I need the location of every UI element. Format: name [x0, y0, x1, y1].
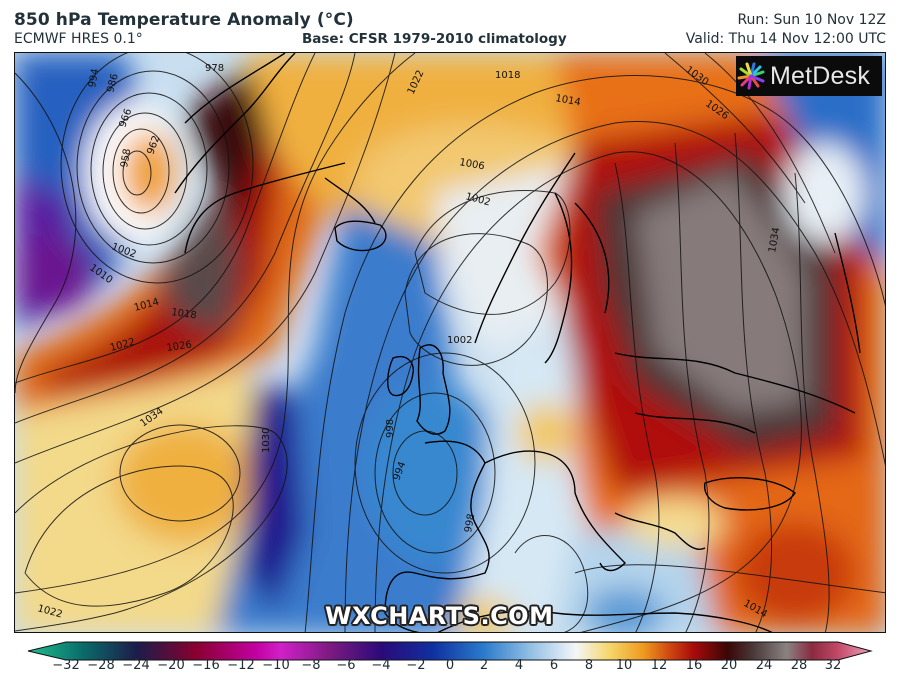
colorbar-tick: −20 — [157, 658, 185, 673]
colorbar-tick: −28 — [87, 658, 115, 673]
isobar-label: 1026 — [166, 340, 193, 354]
colorbar-ticks: −32 −28 −24 −20 −16 −12 −10 −8 −6 −4 −2 … — [0, 658, 900, 682]
isobar-label: 1018 — [495, 70, 520, 81]
colorbar-tick: −32 — [52, 658, 80, 673]
temperature-anomaly-map[interactable]: 978 986 994 966 962 958 1018 1014 1022 1… — [14, 52, 886, 633]
isobar-label: 1006 — [458, 157, 485, 172]
colorbar-tick: −2 — [406, 658, 426, 673]
colorbar-tick: −4 — [371, 658, 391, 673]
colorbar-tick: 2 — [479, 658, 489, 673]
isobar-label: 994 — [87, 68, 101, 89]
colorbar-tick: −8 — [301, 658, 321, 673]
colorbar-tick: 32 — [824, 658, 842, 673]
isobar-label: 1002 — [447, 335, 472, 346]
logo-text: MetDesk — [770, 61, 871, 90]
metdesk-pinwheel-icon — [737, 62, 765, 90]
isobar-label: 1034 — [767, 227, 782, 254]
colorbar — [27, 641, 873, 661]
coastlines — [174, 53, 861, 632]
base-climatology-label: Base: CFSR 1979-2010 climatology — [302, 31, 567, 47]
colorbar-tick: −6 — [336, 658, 356, 673]
map-canvas: 978 986 994 966 962 958 1018 1014 1022 1… — [15, 53, 885, 632]
isobar-label: 998 — [385, 419, 396, 438]
model-label: ECMWF HRES 0.1° — [14, 31, 143, 47]
colorbar-tick: 24 — [755, 658, 773, 673]
isobar-label: 978 — [205, 63, 224, 74]
colorbar-tick: 28 — [790, 658, 808, 673]
colorbar-tick: 20 — [720, 658, 738, 673]
run-time-label: Run: Sun 10 Nov 12Z — [737, 12, 886, 28]
isobar-label: 958 — [119, 148, 133, 169]
colorbar-tick: 12 — [650, 658, 668, 673]
colorbar-tick: −24 — [122, 658, 150, 673]
chart-title: 850 hPa Temperature Anomaly (°C) — [14, 10, 354, 30]
colorbar-tick: 0 — [445, 658, 455, 673]
isobar-label: 1018 — [171, 307, 198, 321]
colorbar-tick: 10 — [615, 658, 633, 673]
isobar-label: 1014 — [554, 93, 581, 108]
colorbar-tick: 16 — [685, 658, 703, 673]
isobar-contours — [15, 53, 885, 632]
colorbar-tick: −12 — [227, 658, 255, 673]
isobar-label: 998 — [463, 513, 477, 534]
isobar-label: 1030 — [261, 428, 272, 453]
metdesk-logo: MetDesk — [736, 56, 882, 96]
wxcharts-watermark: WXCHARTS.COM — [325, 602, 554, 630]
valid-time-label: Valid: Thu 14 Nov 12:00 UTC — [685, 31, 886, 47]
colorbar-tick: −10 — [262, 658, 290, 673]
isobar-label: 986 — [105, 72, 121, 93]
colorbar-tick: −16 — [192, 658, 220, 673]
colorbar-tick: 8 — [584, 658, 594, 673]
colorbar-tick: 6 — [549, 658, 559, 673]
colorbar-tick: 4 — [514, 658, 524, 673]
